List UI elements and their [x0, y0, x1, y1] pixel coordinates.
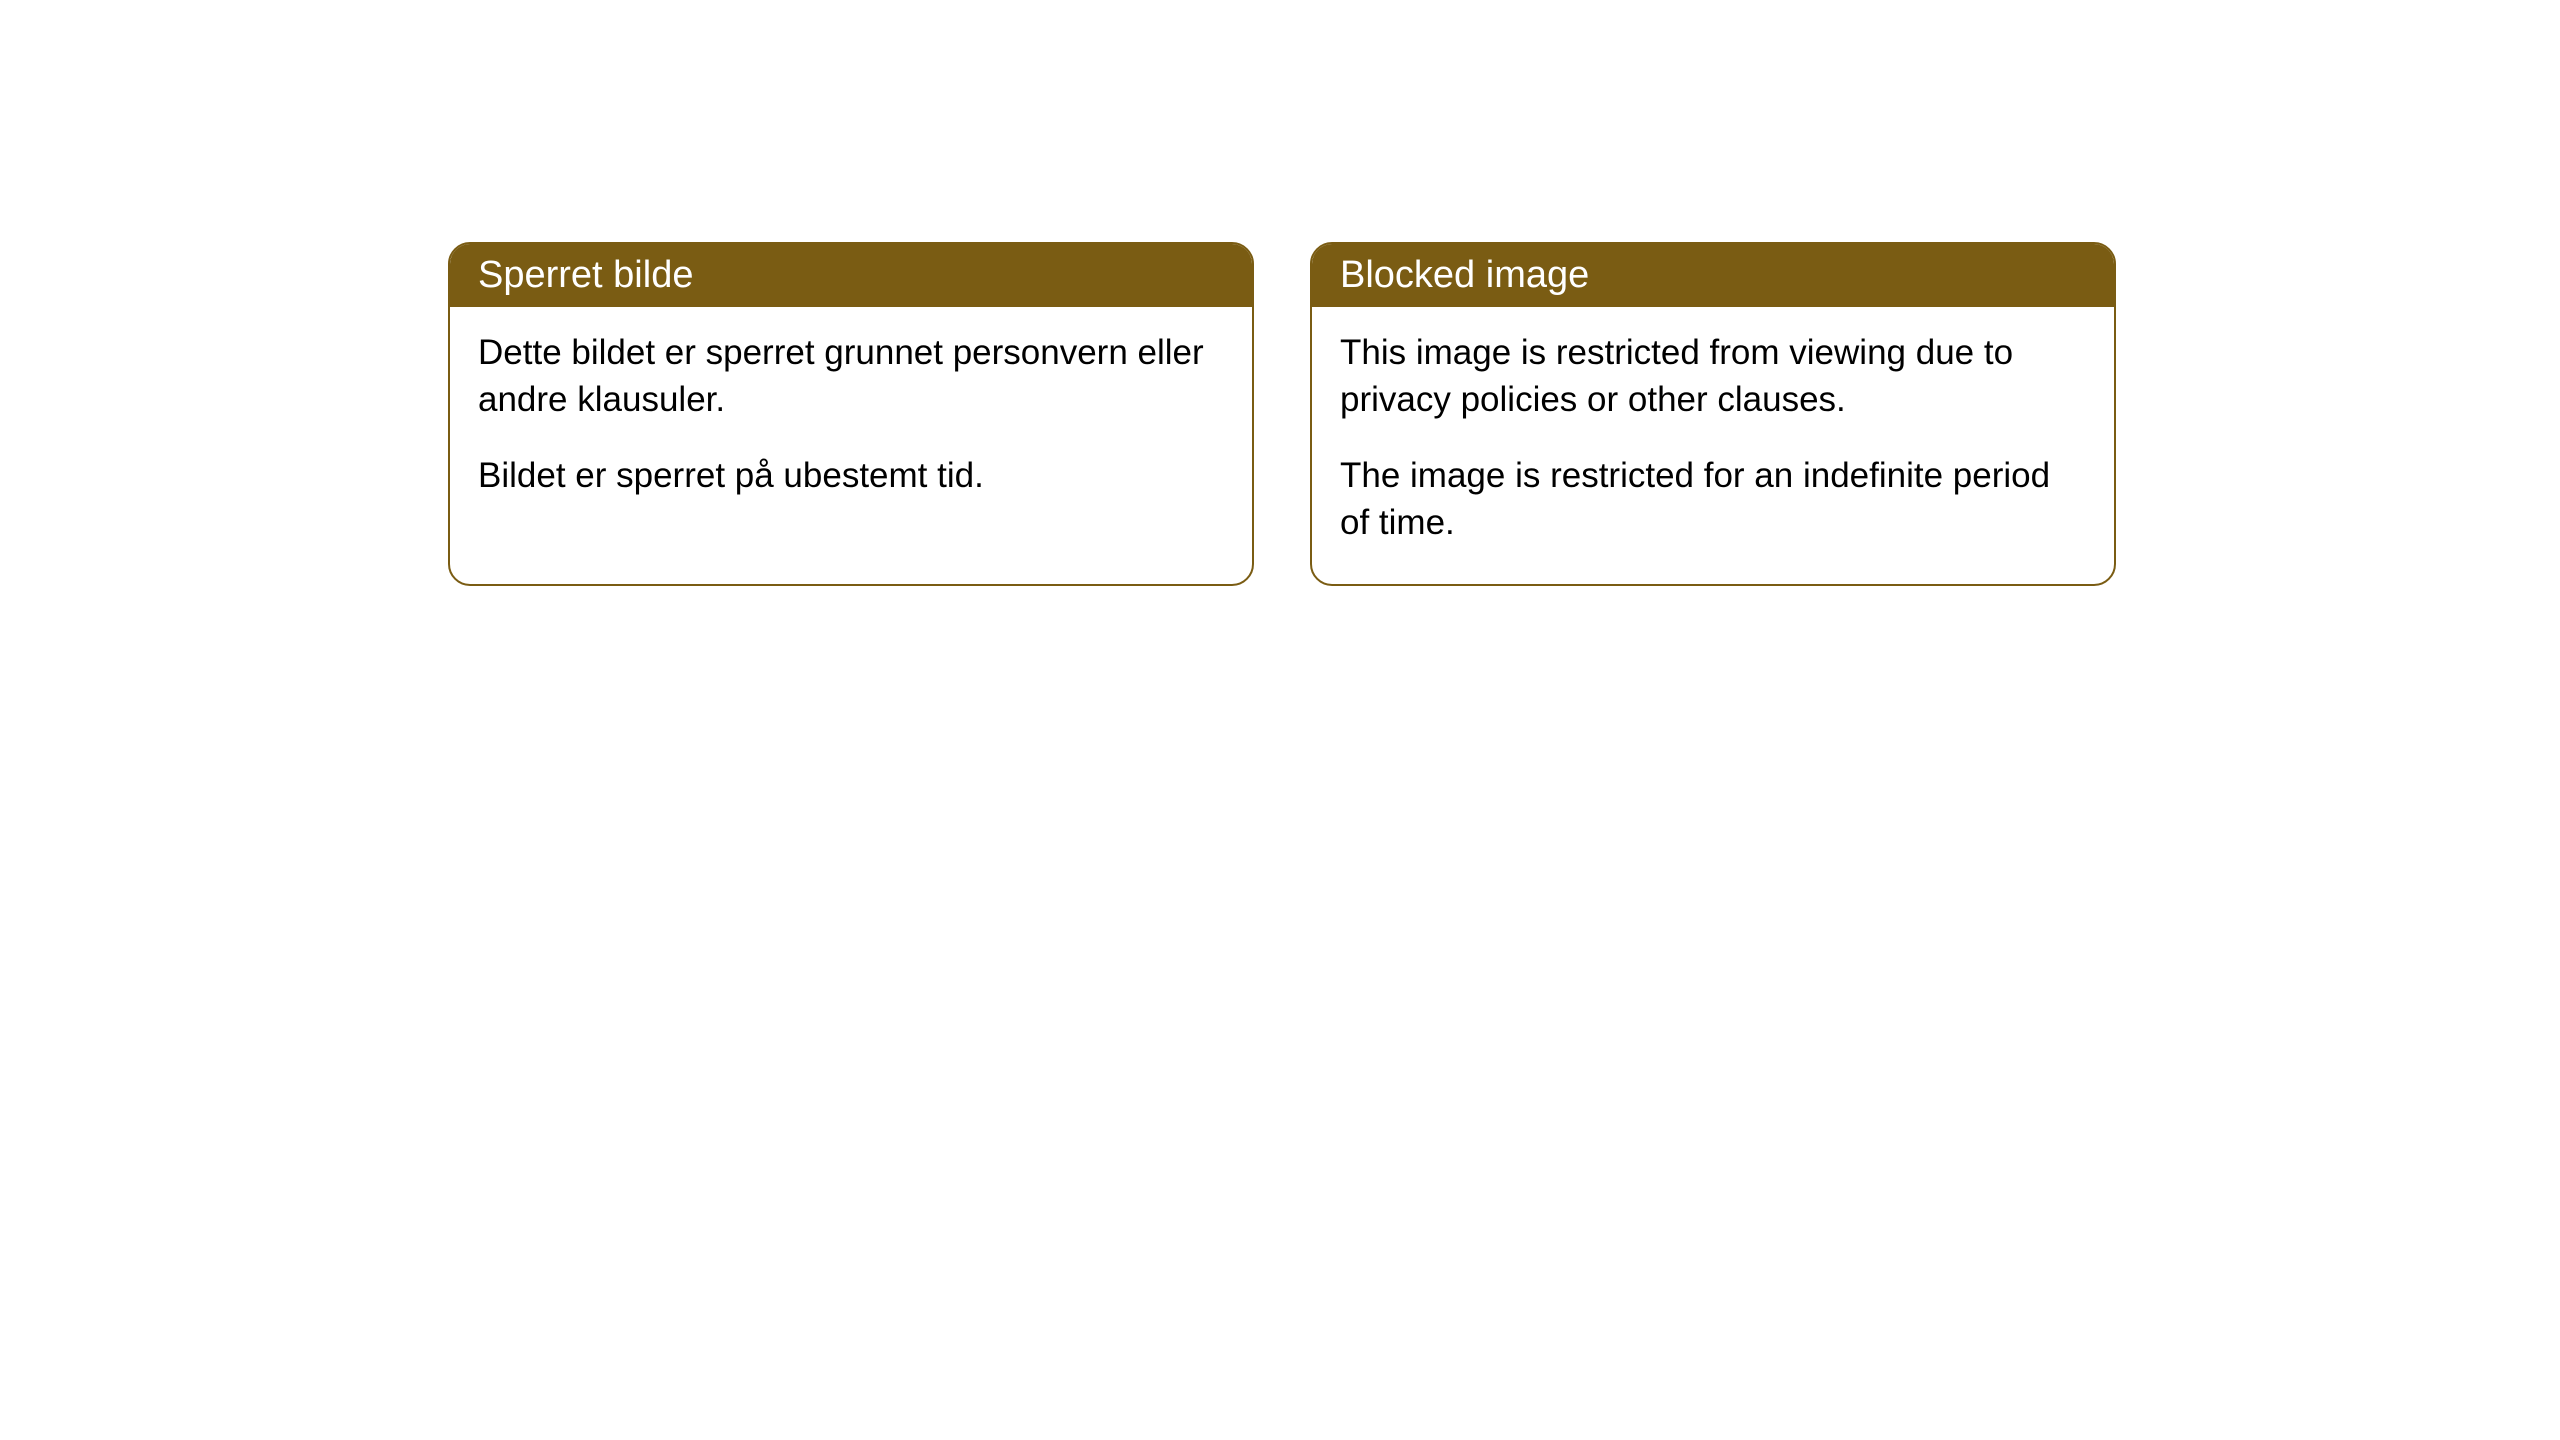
- notice-paragraph: Dette bildet er sperret grunnet personve…: [478, 329, 1224, 424]
- notice-card-norwegian: Sperret bilde Dette bildet er sperret gr…: [448, 242, 1254, 586]
- notice-paragraph: This image is restricted from viewing du…: [1340, 329, 2086, 424]
- notice-card-english: Blocked image This image is restricted f…: [1310, 242, 2116, 586]
- notice-title: Sperret bilde: [478, 254, 693, 296]
- notice-body: This image is restricted from viewing du…: [1312, 307, 2114, 584]
- notice-paragraph: The image is restricted for an indefinit…: [1340, 452, 2086, 547]
- notice-header: Blocked image: [1312, 244, 2114, 307]
- notice-title: Blocked image: [1340, 254, 1589, 296]
- notice-paragraph: Bildet er sperret på ubestemt tid.: [478, 452, 1224, 499]
- notice-header: Sperret bilde: [450, 244, 1252, 307]
- notice-container: Sperret bilde Dette bildet er sperret gr…: [448, 242, 2116, 586]
- notice-body: Dette bildet er sperret grunnet personve…: [450, 307, 1252, 537]
